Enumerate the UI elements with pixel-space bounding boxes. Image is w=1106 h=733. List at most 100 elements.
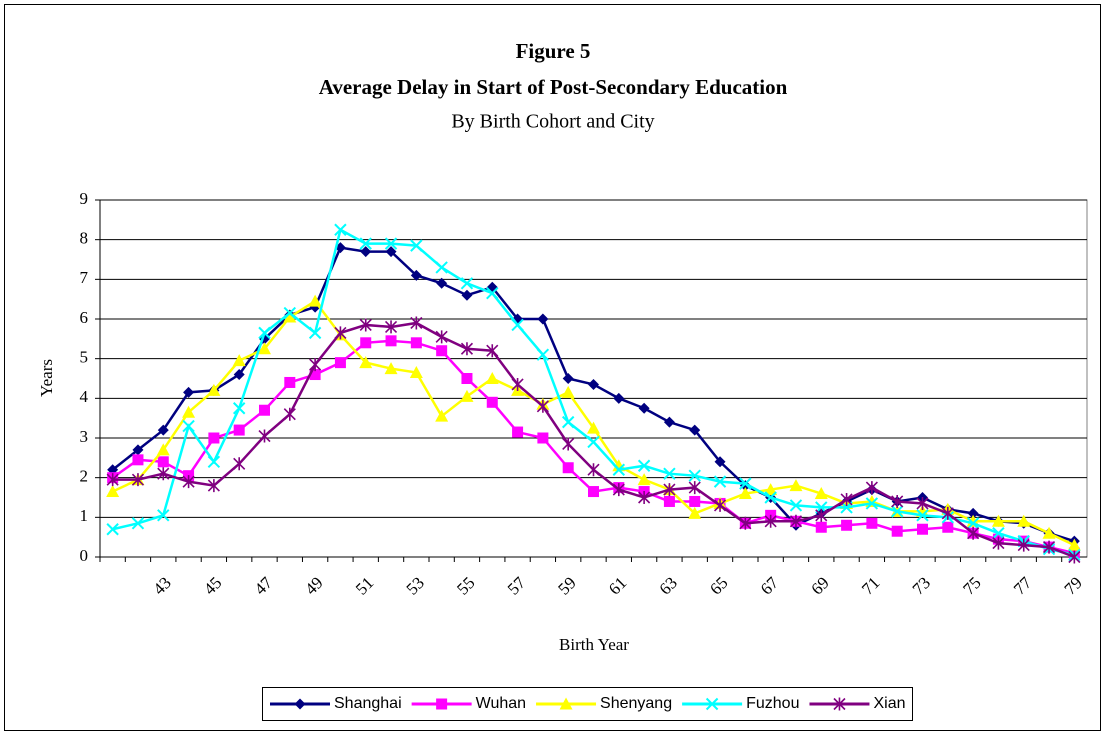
marker [865, 481, 878, 495]
marker [359, 237, 372, 250]
marker [789, 514, 803, 528]
marker [435, 261, 448, 274]
marker [157, 424, 169, 436]
marker [1067, 538, 1081, 551]
legend-item: Xian [809, 695, 906, 712]
marker [663, 467, 676, 480]
marker [865, 497, 879, 510]
marker [638, 402, 650, 414]
marker [182, 419, 195, 433]
marker [916, 509, 929, 522]
marker [258, 429, 271, 443]
marker [663, 416, 675, 428]
marker [713, 498, 727, 512]
marker [360, 337, 372, 349]
marker [460, 277, 474, 290]
marker [233, 424, 245, 436]
marker [283, 310, 297, 323]
marker [789, 499, 803, 512]
marker [613, 392, 625, 404]
marker [435, 409, 449, 422]
marker [688, 481, 701, 495]
marker [764, 514, 777, 528]
marker [207, 383, 221, 396]
marker [739, 516, 752, 530]
marker [436, 345, 448, 357]
marker [259, 404, 270, 416]
marker [486, 396, 498, 408]
marker [359, 356, 373, 369]
marker [815, 521, 827, 533]
y-tick-label: 4 [80, 387, 89, 406]
marker [511, 377, 524, 391]
marker [410, 316, 423, 330]
marker [841, 519, 853, 531]
marker [991, 514, 1005, 527]
marker [384, 362, 398, 375]
marker [157, 456, 169, 468]
marker [916, 496, 929, 510]
marker [486, 287, 499, 300]
marker [436, 277, 448, 289]
marker [638, 491, 651, 504]
marker [384, 237, 398, 250]
marker [1068, 550, 1081, 564]
marker [562, 437, 575, 451]
marker [334, 223, 347, 236]
marker [309, 369, 321, 381]
marker [637, 459, 651, 472]
marker [917, 523, 928, 535]
marker [359, 318, 372, 332]
chart-subtitle: By Birth Cohort and City [451, 111, 654, 133]
marker [156, 443, 170, 456]
y-tick-label: 0 [80, 546, 89, 565]
marker [334, 357, 346, 369]
marker [258, 342, 271, 355]
marker [132, 454, 144, 466]
marker [705, 697, 719, 711]
marker [967, 526, 980, 540]
marker [587, 463, 600, 477]
marker [436, 698, 448, 710]
marker [131, 473, 145, 487]
marker [688, 469, 701, 482]
marker [106, 523, 119, 536]
marker [689, 424, 701, 436]
marker [233, 457, 246, 471]
marker [157, 509, 170, 522]
legend-item: Wuhan [411, 695, 526, 712]
y-tick-label: 7 [80, 268, 89, 287]
legend-item: Shanghai [270, 695, 402, 712]
marker [992, 526, 1005, 540]
marker [587, 421, 600, 434]
marker [714, 456, 726, 468]
marker [537, 313, 549, 325]
marker [562, 373, 574, 384]
marker [410, 269, 422, 281]
marker [511, 318, 524, 332]
marker [308, 294, 322, 307]
marker [284, 376, 296, 388]
marker [536, 348, 550, 361]
marker [562, 462, 574, 474]
marker [966, 517, 980, 530]
legend-label: Wuhan [476, 695, 526, 712]
y-tick-label: 9 [80, 189, 89, 208]
legend-label: Shenyang [600, 695, 672, 712]
marker [131, 517, 145, 530]
marker [815, 508, 828, 522]
marker [283, 306, 297, 320]
chart-title: Figure 5 [516, 39, 591, 63]
marker [536, 399, 549, 413]
marker [1017, 538, 1030, 552]
marker [738, 487, 752, 500]
marker [294, 698, 306, 710]
marker [157, 467, 170, 481]
marker [942, 521, 954, 533]
y-tick-label: 5 [80, 348, 89, 367]
marker [360, 246, 372, 258]
marker [612, 483, 625, 497]
marker [688, 506, 702, 519]
marker [208, 432, 220, 444]
